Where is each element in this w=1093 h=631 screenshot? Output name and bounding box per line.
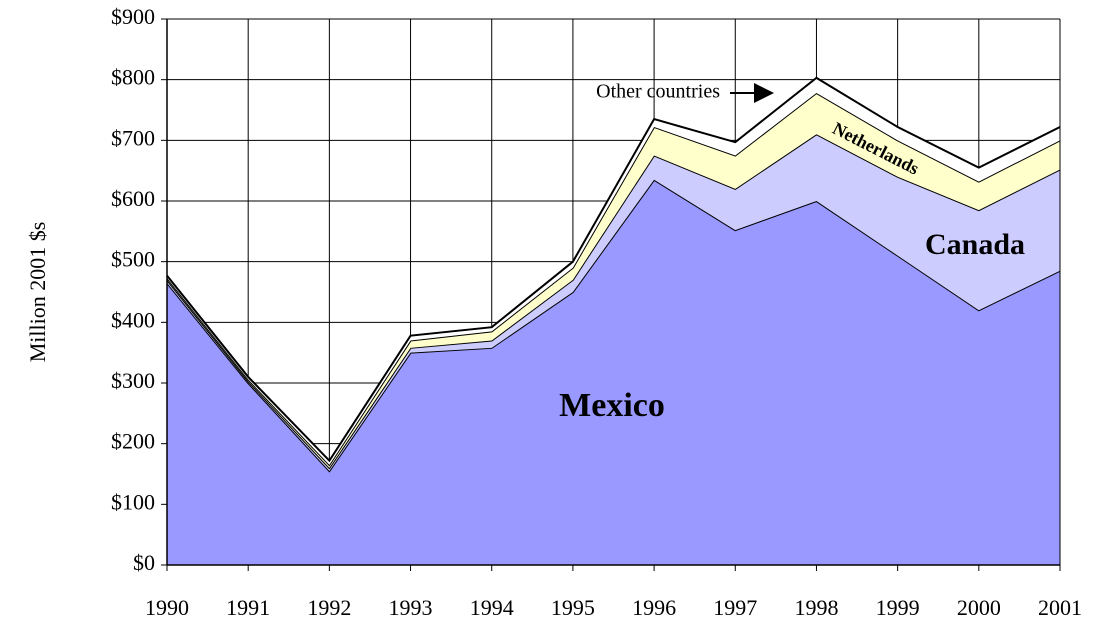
area: [167, 179, 1060, 565]
x-tick-label: 1992: [307, 595, 351, 620]
x-tick-label: 1997: [713, 595, 757, 620]
y-axis-label: Million 2001 $s: [25, 222, 50, 363]
area-outline: [166, 76, 1061, 463]
x-tick-label: 2000: [957, 595, 1001, 620]
x-tick-label: 1996: [632, 595, 676, 620]
series-label: Canada: [925, 228, 1025, 261]
area: [167, 93, 1060, 468]
y-tick-label: $500: [111, 247, 155, 272]
labels: $0 $100 $200 $300 $400 $500 $600 $700 $800 $900 19…: [111, 4, 1082, 620]
x-tick-label: 1991: [226, 595, 270, 620]
areas: [166, 18, 1061, 566]
x-tick-label: 1998: [794, 595, 838, 620]
y-tick-label: $300: [111, 368, 155, 393]
y-tick-label: $700: [111, 125, 155, 150]
y-tick-label: $200: [111, 429, 155, 454]
y-tick-label: $0: [133, 550, 155, 575]
x-tick-label: 1990: [145, 595, 189, 620]
x-tick-label: 2001: [1038, 595, 1082, 620]
series-label: Mexico: [559, 387, 665, 424]
x-tick-label: 1999: [876, 595, 920, 620]
y-tick-label: $100: [111, 489, 155, 514]
y-tick-label: $800: [111, 65, 155, 90]
x-tick-label: 1994: [470, 595, 514, 620]
y-tick-label: $600: [111, 186, 155, 211]
x-tick-label: 1993: [389, 595, 433, 620]
series-label: Other countries: [596, 81, 720, 103]
y-tick-label: $900: [111, 4, 155, 29]
x-tick-label: 1995: [551, 595, 595, 620]
y-tick-label: $400: [111, 307, 155, 332]
